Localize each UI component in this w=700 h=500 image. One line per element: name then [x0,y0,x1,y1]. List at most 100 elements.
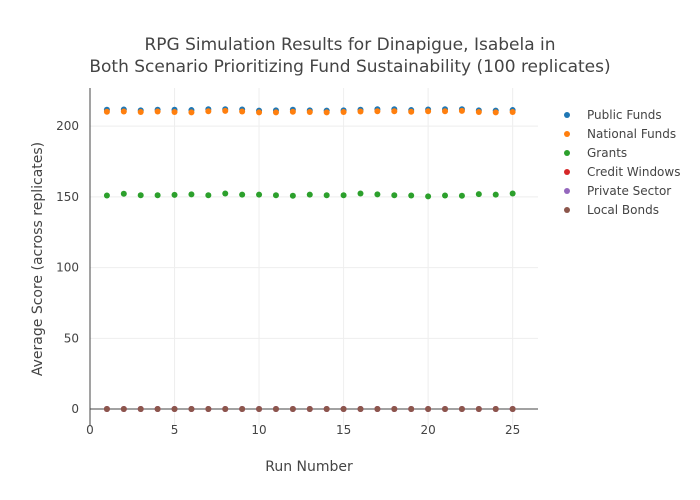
national-funds-point [103,108,110,115]
grants-point [475,191,482,198]
x-axis-label: Run Number [265,459,353,475]
legend-item-credit-windows[interactable]: Credit Windows [564,165,680,179]
national-funds-point [374,108,381,115]
national-funds-point [340,109,347,116]
grants-point [289,192,296,199]
legend-label: Public Funds [587,108,662,122]
local-bonds-point [458,406,465,413]
local-bonds-point [272,406,279,413]
national-funds-point [137,109,144,116]
grants-point [458,192,465,199]
local-bonds-point [120,406,127,413]
grants-point [256,191,263,198]
chart-title-line-1: RPG Simulation Results for Dinapigue, Is… [144,35,555,55]
local-bonds-point [391,406,398,413]
local-bonds-point [425,406,432,413]
grants-point [120,190,127,197]
national-funds-point [222,107,229,114]
legend-marker [564,131,570,137]
national-funds-point [188,109,195,116]
grants-point [272,192,279,199]
national-funds-point [154,108,161,115]
grants-point [374,191,381,198]
local-bonds-point [205,406,212,413]
grants-point [103,192,110,199]
grants-point [391,192,398,199]
national-funds-point [205,108,212,115]
legend-marker [564,169,570,175]
legend-label: Local Bonds [587,203,659,217]
national-funds-point [458,107,465,114]
grants-point [408,192,415,199]
national-funds-point [408,108,415,115]
legend-label: Credit Windows [587,165,680,179]
local-bonds-point [188,406,195,413]
x-tick-label: 0 [86,423,94,437]
y-axis-label: Average Score (across replicates) [30,142,46,376]
legend-item-private-sector[interactable]: Private Sector [564,184,671,198]
legend-label: Private Sector [587,184,671,198]
national-funds-point [391,108,398,115]
national-funds-point [509,109,516,116]
x-tick-label: 25 [505,423,520,437]
national-funds-point [171,109,178,116]
legend-item-national-funds[interactable]: National Funds [564,127,676,141]
legend-item-local-bonds[interactable]: Local Bonds [564,203,659,217]
data-points [103,106,516,413]
national-funds-point [272,109,279,116]
legend-marker [564,150,570,156]
local-bonds-point [306,406,313,413]
y-tick-label: 50 [64,331,79,345]
grants-point [137,192,144,199]
x-tick-label: 10 [251,423,266,437]
grants-point [222,190,229,197]
local-bonds-point [475,406,482,413]
local-bonds-point [103,406,110,413]
local-bonds-point [222,406,229,413]
local-bonds-point [357,406,364,413]
national-funds-point [323,109,330,116]
legend-item-grants[interactable]: Grants [564,146,627,160]
x-tick-label: 5 [171,423,179,437]
legend-label: National Funds [587,127,676,141]
legend-marker [564,188,570,194]
y-tick-label: 100 [56,261,79,275]
x-tick-label: 20 [420,423,435,437]
national-funds-point [256,109,263,116]
legend-marker [564,207,570,213]
grid-lines [90,88,538,426]
local-bonds-point [408,406,415,413]
tick-labels: 0 5 10 15 20 25 0 50 100 150 200 [56,119,520,437]
axes [89,88,538,426]
grants-point [306,191,313,198]
national-funds-point [492,109,499,116]
y-tick-label: 200 [56,119,79,133]
legend-marker [564,112,570,118]
national-funds-point [442,108,449,115]
local-bonds-point [171,406,178,413]
grants-point [340,192,347,199]
national-funds-point [357,108,364,115]
local-bonds-point [239,406,246,413]
grants-point [188,191,195,198]
y-tick-label: 0 [71,402,79,416]
grants-point [509,190,516,197]
national-funds-point [289,108,296,115]
local-bonds-point [323,406,330,413]
local-bonds-point [289,406,296,413]
local-bonds-point [154,406,161,413]
chart-title-line-2: Both Scenario Prioritizing Fund Sustaina… [89,57,610,77]
grants-point [442,192,449,199]
legend-item-public-funds[interactable]: Public Funds [564,108,662,122]
legend-label: Grants [587,146,627,160]
grants-point [171,191,178,198]
local-bonds-point [442,406,449,413]
grants-point [357,190,364,197]
legend[interactable]: Public Funds National Funds Grants Credit W… [564,108,680,217]
grants-point [492,191,499,198]
y-tick-label: 150 [56,190,79,204]
national-funds-point [239,108,246,115]
local-bonds-point [256,406,263,413]
